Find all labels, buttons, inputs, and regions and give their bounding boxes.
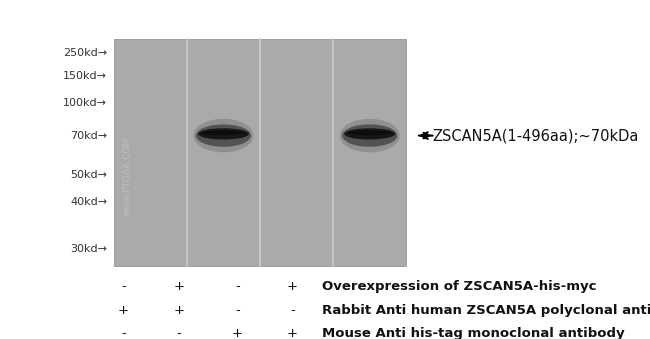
Text: 30kd→: 30kd→ [70, 244, 107, 254]
Ellipse shape [194, 119, 254, 153]
Text: 100kd→: 100kd→ [63, 98, 107, 108]
Text: +: + [287, 327, 298, 339]
Text: Mouse Anti his-tag monoclonal antibody: Mouse Anti his-tag monoclonal antibody [322, 327, 625, 339]
Ellipse shape [344, 128, 395, 140]
Text: 250kd→: 250kd→ [63, 47, 107, 58]
Text: ZSCAN5A(1-496aa);~70kDa: ZSCAN5A(1-496aa);~70kDa [432, 128, 638, 143]
Text: +: + [232, 327, 242, 339]
Ellipse shape [201, 131, 246, 135]
Text: Overexpression of ZSCAN5A-his-myc: Overexpression of ZSCAN5A-his-myc [322, 280, 596, 293]
Text: +: + [118, 304, 129, 317]
Ellipse shape [347, 131, 392, 135]
Bar [114, 39, 406, 266]
Text: Rabbit Anti human ZSCAN5A polyclonal antibody: Rabbit Anti human ZSCAN5A polyclonal ant… [322, 304, 650, 317]
Text: -: - [176, 327, 181, 339]
Ellipse shape [198, 128, 249, 140]
Text: +: + [174, 280, 184, 293]
Ellipse shape [340, 119, 400, 153]
Text: -: - [290, 304, 295, 317]
Text: -: - [235, 280, 240, 293]
Text: 40kd→: 40kd→ [70, 197, 107, 207]
Text: -: - [235, 304, 240, 317]
Text: +: + [287, 280, 298, 293]
Text: 150kd→: 150kd→ [63, 71, 107, 81]
Text: -: - [121, 280, 126, 293]
Ellipse shape [342, 124, 397, 147]
Text: www.PTGAA.COM: www.PTGAA.COM [122, 137, 131, 215]
Text: -: - [121, 327, 126, 339]
Text: 70kd→: 70kd→ [70, 131, 107, 141]
Ellipse shape [196, 124, 251, 147]
Text: +: + [174, 304, 184, 317]
Text: 50kd→: 50kd→ [70, 170, 107, 180]
